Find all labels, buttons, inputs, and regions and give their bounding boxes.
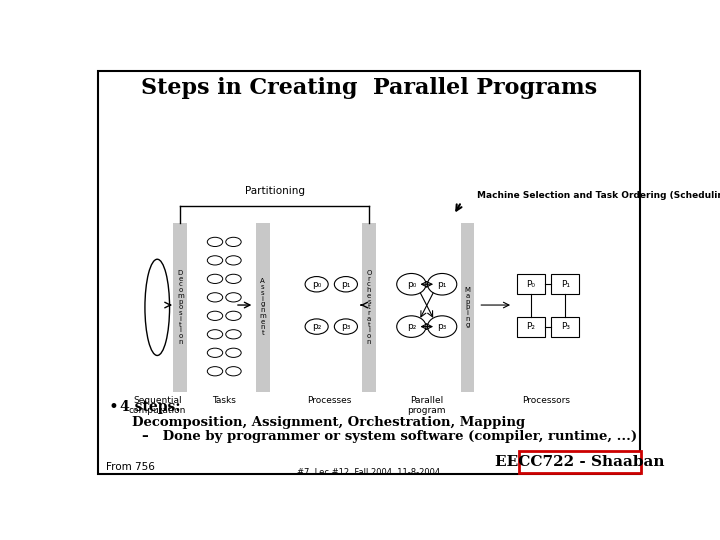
Bar	[517, 316, 544, 336]
Bar	[552, 274, 579, 294]
Text: p₂: p₂	[407, 322, 416, 331]
Text: EECC722 - Shaaban: EECC722 - Shaaban	[495, 455, 665, 469]
Ellipse shape	[145, 259, 170, 355]
Ellipse shape	[226, 237, 241, 247]
Text: P₂: P₂	[526, 322, 535, 331]
Text: •: •	[109, 399, 119, 416]
Text: P₃: P₃	[561, 322, 570, 331]
Ellipse shape	[428, 273, 456, 295]
Bar	[174, 222, 187, 392]
Text: 4 steps:: 4 steps:	[120, 401, 180, 415]
Ellipse shape	[305, 319, 328, 334]
Bar	[256, 222, 270, 392]
Text: p₀: p₀	[407, 280, 416, 289]
Ellipse shape	[428, 316, 456, 338]
Ellipse shape	[207, 293, 222, 302]
Text: Processors: Processors	[522, 396, 570, 405]
Ellipse shape	[226, 293, 241, 302]
Text: p₃: p₃	[438, 322, 447, 331]
Bar	[552, 316, 579, 336]
Ellipse shape	[226, 367, 241, 376]
Bar	[461, 222, 474, 392]
Ellipse shape	[207, 311, 222, 320]
Text: p₃: p₃	[341, 322, 351, 331]
Text: O
r
c
h
e
s
t
r
a
t
i
o
n: O r c h e s t r a t i o n	[366, 270, 372, 345]
Ellipse shape	[397, 316, 426, 338]
Ellipse shape	[207, 256, 222, 265]
Text: Decomposition, Assignment, Orchestration, Mapping: Decomposition, Assignment, Orchestration…	[132, 416, 525, 429]
Ellipse shape	[305, 276, 328, 292]
Text: #7  Lec #12  Fall 2004  11-8-2004: #7 Lec #12 Fall 2004 11-8-2004	[297, 468, 441, 477]
Text: –   Done by programmer or system software (compiler, runtime, ...): – Done by programmer or system software …	[142, 430, 637, 443]
Text: M
a
p
p
i
n
g: M a p p i n g	[464, 287, 471, 328]
Bar	[519, 451, 641, 473]
Ellipse shape	[334, 319, 357, 334]
Text: P₀: P₀	[526, 280, 535, 289]
Ellipse shape	[226, 256, 241, 265]
Text: p₀: p₀	[312, 280, 321, 289]
Text: Tasks: Tasks	[212, 396, 236, 405]
Ellipse shape	[207, 237, 222, 247]
Text: Machine Selection and Task Ordering (Scheduling): Machine Selection and Task Ordering (Sch…	[477, 191, 720, 200]
Text: Steps in Creating  Parallel Programs: Steps in Creating Parallel Programs	[141, 77, 597, 99]
Text: From 756: From 756	[106, 462, 155, 472]
Ellipse shape	[334, 276, 357, 292]
Ellipse shape	[207, 348, 222, 357]
Bar	[362, 222, 376, 392]
Text: Partitioning: Partitioning	[245, 186, 305, 197]
Ellipse shape	[226, 274, 241, 284]
Text: p₁: p₁	[341, 280, 351, 289]
Text: p₂: p₂	[312, 322, 321, 331]
Ellipse shape	[226, 311, 241, 320]
Ellipse shape	[207, 330, 222, 339]
Text: Parallel
program: Parallel program	[408, 396, 446, 415]
Ellipse shape	[207, 367, 222, 376]
Text: Processes: Processes	[307, 396, 351, 405]
Ellipse shape	[226, 348, 241, 357]
Text: Sequential
computation: Sequential computation	[129, 396, 186, 415]
Text: D
e
c
o
m
p
o
s
i
t
i
o
n: D e c o m p o s i t i o n	[177, 270, 184, 345]
Bar	[517, 274, 544, 294]
Ellipse shape	[397, 273, 426, 295]
Ellipse shape	[207, 274, 222, 284]
Ellipse shape	[226, 330, 241, 339]
Text: P₁: P₁	[561, 280, 570, 289]
Text: A
s
s
i
g
n
m
e
n
t: A s s i g n m e n t	[259, 279, 266, 336]
Text: p₁: p₁	[438, 280, 447, 289]
